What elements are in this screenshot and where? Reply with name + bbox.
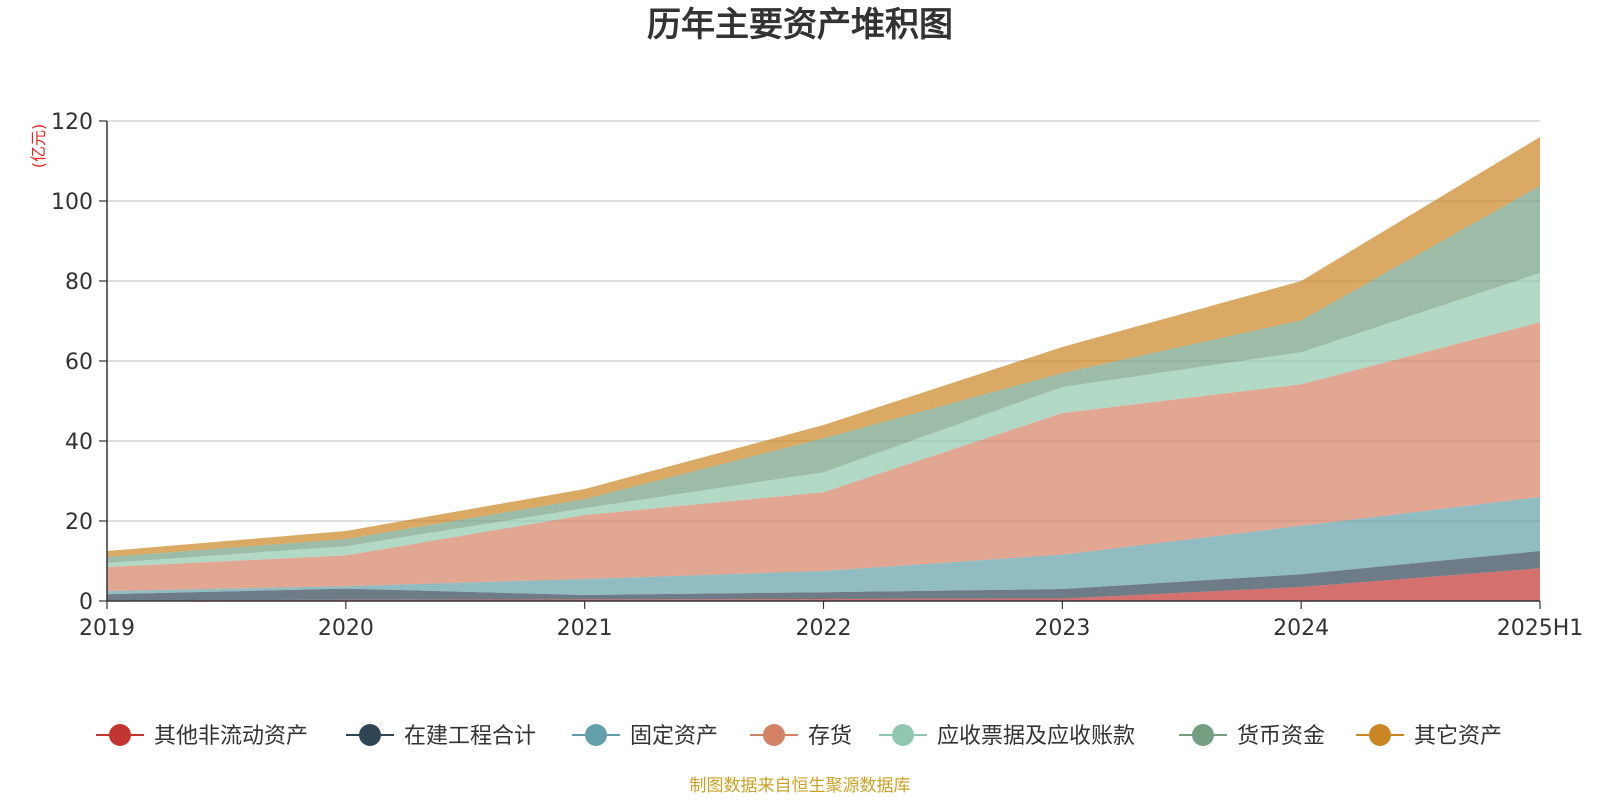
y-tick-label: 40 — [65, 430, 93, 455]
x-tick-label: 2022 — [796, 616, 852, 641]
legend-item[interactable]: 在建工程合计 — [346, 724, 536, 749]
legend-item[interactable]: 应收票据及应收账款 — [879, 724, 1135, 749]
legend-label: 其他非流动资产 — [154, 724, 308, 749]
y-tick-label: 20 — [65, 510, 93, 535]
legend-label: 存货 — [808, 724, 852, 749]
data-source-note: 制图数据来自恒生聚源数据库 — [690, 776, 911, 796]
legend-label: 货币资金 — [1237, 724, 1325, 749]
legend-item[interactable]: 其它资产 — [1356, 724, 1502, 749]
y-axis-ticks: 0 20 40 60 80 100 120 — [51, 110, 107, 615]
area-series-2 — [107, 497, 1540, 595]
x-tick-label: 2020 — [318, 616, 374, 641]
y-tick-label: 0 — [79, 590, 93, 615]
area-series-layer — [107, 137, 1540, 601]
legend-label: 固定资产 — [630, 724, 718, 749]
legend-dot-marker — [1369, 724, 1391, 746]
x-tick-label: 2025H1 — [1497, 616, 1584, 641]
area-series-3 — [107, 322, 1540, 591]
x-tick-label: 2021 — [557, 616, 613, 641]
legend: 其他非流动资产 在建工程合计 固定资产 存货 应收票据及应收账款 货币资金 其它资产 — [96, 724, 1502, 749]
x-tick-label: 2023 — [1034, 616, 1090, 641]
chart-title: 历年主要资产堆积图 — [647, 5, 953, 45]
legend-dot-marker — [585, 724, 607, 746]
area-series-1 — [107, 551, 1540, 601]
x-tick-label: 2019 — [79, 616, 135, 641]
legend-dot-marker — [1192, 724, 1214, 746]
legend-item[interactable]: 货币资金 — [1179, 724, 1325, 749]
legend-dot-marker — [359, 724, 381, 746]
y-tick-label: 60 — [65, 350, 93, 375]
legend-label: 在建工程合计 — [404, 724, 536, 749]
y-tick-label: 80 — [65, 270, 93, 295]
y-tick-label: 120 — [51, 110, 93, 135]
y-axis-unit-label: (亿元) — [29, 124, 48, 169]
legend-item[interactable]: 存货 — [750, 724, 852, 749]
legend-label: 其它资产 — [1414, 724, 1502, 749]
legend-label: 应收票据及应收账款 — [937, 724, 1135, 749]
legend-dot-marker — [763, 724, 785, 746]
y-tick-label: 100 — [51, 190, 93, 215]
x-axis-ticks: 2019 2020 2021 2022 2023 2024 2025H1 — [79, 601, 1583, 641]
legend-item[interactable]: 其他非流动资产 — [96, 724, 308, 749]
x-tick-label: 2024 — [1273, 616, 1329, 641]
legend-item[interactable]: 固定资产 — [572, 724, 718, 749]
legend-dot-marker — [109, 724, 131, 746]
legend-dot-marker — [892, 724, 914, 746]
